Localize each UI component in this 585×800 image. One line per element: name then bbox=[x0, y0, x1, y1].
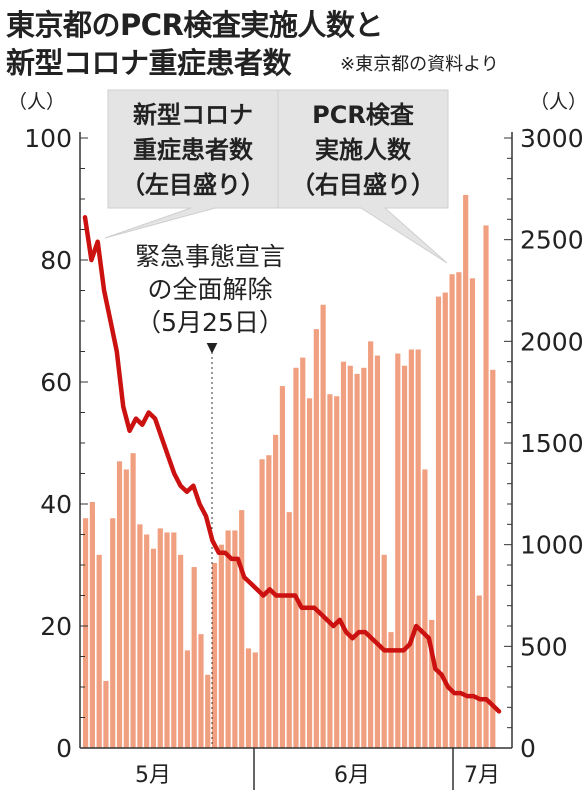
pcr-bar-56 bbox=[463, 194, 469, 748]
pcr-bar-60 bbox=[490, 369, 496, 748]
pcr-bar-2 bbox=[96, 554, 102, 748]
severe-callout-text-0: 新型コロナ bbox=[133, 101, 253, 129]
pcr-bar-39 bbox=[347, 365, 353, 748]
pcr-bar-1 bbox=[89, 501, 95, 748]
left-tick-label: 40 bbox=[40, 490, 72, 519]
pcr-bar-19 bbox=[211, 562, 218, 748]
pcr-bar-40 bbox=[354, 373, 360, 748]
right-axis-unit: （人） bbox=[530, 91, 585, 113]
right-tick-label: 1000 bbox=[520, 531, 584, 560]
severe-callout-text-2: （左目盛り） bbox=[121, 171, 265, 199]
pcr-bar-30 bbox=[286, 512, 292, 748]
severe-patients-line bbox=[82, 215, 502, 714]
pcr-bar-34 bbox=[313, 329, 319, 748]
pcr-bar-17 bbox=[198, 634, 204, 748]
left-tick-label: 20 bbox=[40, 612, 72, 641]
pcr-bar-23 bbox=[239, 510, 245, 748]
pcr-bar-5 bbox=[116, 461, 123, 748]
pcr-bar-12 bbox=[164, 532, 170, 748]
pcr-bar-50 bbox=[422, 469, 428, 748]
right-tick-label: 0 bbox=[520, 734, 536, 763]
pcr-bar-26 bbox=[259, 459, 265, 748]
pcr-bar-53 bbox=[442, 292, 448, 748]
pcr-bar-51 bbox=[429, 619, 435, 748]
pcr-bar-35 bbox=[320, 304, 326, 748]
pcr-bar-58 bbox=[476, 595, 482, 748]
severe-callout-text-1: 重症患者数 bbox=[133, 136, 254, 164]
pcr-bar-24 bbox=[245, 648, 252, 748]
x-tick-label: 6月 bbox=[334, 763, 370, 788]
pcr-callout-text-0: PCR検査 bbox=[312, 101, 414, 129]
pcr-bar-20 bbox=[218, 544, 224, 748]
annotation-text-line-2: （5月25日） bbox=[136, 308, 284, 337]
pcr-callout-text-2: （右目盛り） bbox=[291, 171, 435, 199]
pcr-bar-55 bbox=[456, 272, 462, 748]
right-tick-label: 2500 bbox=[520, 226, 584, 255]
pcr-callout-box bbox=[277, 89, 449, 264]
pcr-bar-29 bbox=[279, 386, 286, 748]
right-tick-label: 3000 bbox=[520, 124, 584, 153]
right-tick-label: 1500 bbox=[520, 429, 584, 458]
pcr-bar-37 bbox=[334, 396, 340, 748]
pcr-bar-31 bbox=[293, 367, 299, 748]
left-tick-label: 60 bbox=[40, 368, 72, 397]
pcr-bar-32 bbox=[300, 357, 306, 748]
pcr-bar-3 bbox=[103, 680, 109, 748]
pcr-bar-16 bbox=[191, 567, 197, 748]
pcr-bar-10 bbox=[150, 548, 157, 748]
annotation-text-line-1: の全面解除 bbox=[147, 275, 272, 304]
pcr-callout-text-1: 実施人数 bbox=[315, 136, 412, 164]
pcr-bar-48 bbox=[408, 349, 414, 748]
x-tick-label: 7月 bbox=[464, 763, 500, 788]
pcr-bar-6 bbox=[123, 469, 129, 748]
chart-title-line2: 新型コロナ重症患者数 bbox=[6, 46, 292, 80]
pcr-bar-47 bbox=[401, 365, 408, 748]
pcr-bar-43 bbox=[374, 355, 381, 748]
pcr-bar-13 bbox=[171, 532, 177, 748]
pcr-bar-8 bbox=[137, 524, 143, 748]
pcr-bar-38 bbox=[340, 361, 347, 748]
pcr-bar-0 bbox=[83, 518, 89, 748]
pcr-bar-57 bbox=[469, 278, 476, 748]
pcr-bar-21 bbox=[225, 530, 231, 748]
left-tick-label: 80 bbox=[40, 246, 72, 275]
pcr-bar-36 bbox=[327, 394, 333, 748]
pcr-bar-27 bbox=[266, 455, 272, 748]
pcr-bar-7 bbox=[130, 453, 136, 748]
pcr-bar-9 bbox=[144, 534, 150, 748]
pcr-bar-54 bbox=[449, 274, 455, 748]
left-tick-label: 0 bbox=[56, 734, 72, 763]
pcr-bar-59 bbox=[483, 225, 489, 748]
pcr-bar-11 bbox=[157, 528, 163, 748]
pcr-bar-45 bbox=[388, 632, 394, 748]
pcr-bar-49 bbox=[415, 349, 421, 748]
pcr-bar-15 bbox=[184, 650, 190, 748]
pcr-bar-4 bbox=[110, 518, 116, 748]
pcr-bar-46 bbox=[395, 353, 401, 748]
pcr-bar-14 bbox=[178, 554, 184, 748]
left-tick-label: 100 bbox=[24, 124, 72, 153]
right-tick-label: 2000 bbox=[520, 327, 584, 356]
right-tick-label: 500 bbox=[520, 632, 568, 661]
pcr-bar-41 bbox=[361, 367, 367, 748]
pcr-bar-25 bbox=[252, 652, 258, 748]
x-tick-label: 5月 bbox=[135, 763, 171, 788]
pcr-bar-52 bbox=[435, 296, 442, 748]
annotation-text-line-0: 緊急事態宣言 bbox=[135, 242, 285, 271]
source-note: ※東京都の資料より bbox=[340, 54, 499, 75]
pcr-bar-42 bbox=[368, 341, 374, 748]
pcr-bar-28 bbox=[273, 434, 279, 748]
pcr-bar-18 bbox=[205, 674, 211, 748]
chart-title-line1: 東京都のPCR検査実施人数と bbox=[6, 8, 383, 42]
pcr-bar-33 bbox=[306, 398, 313, 748]
annotation-marker: ▼ bbox=[207, 340, 218, 356]
pcr-bar-22 bbox=[232, 530, 238, 748]
left-axis-unit: （人） bbox=[8, 91, 65, 113]
